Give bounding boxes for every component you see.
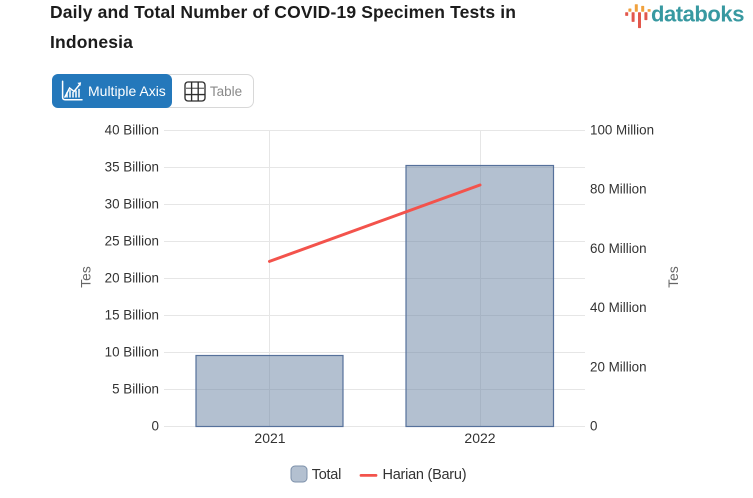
svg-text:35 Billion: 35 Billion (105, 160, 159, 175)
svg-text:Total: Total (312, 467, 341, 483)
svg-text:25 Billion: 25 Billion (105, 234, 159, 249)
svg-text:Tes: Tes (666, 266, 681, 288)
svg-text:0: 0 (590, 419, 597, 434)
svg-text:100 Million: 100 Million (590, 123, 654, 138)
svg-text:2022: 2022 (464, 430, 495, 446)
svg-text:Tes: Tes (79, 266, 94, 288)
svg-text:60 Million: 60 Million (590, 241, 647, 256)
svg-text:10 Billion: 10 Billion (105, 345, 159, 360)
svg-text:0: 0 (152, 419, 159, 434)
svg-text:80 Million: 80 Million (590, 182, 647, 197)
svg-text:15 Billion: 15 Billion (105, 308, 159, 323)
svg-text:20 Million: 20 Million (590, 359, 647, 374)
svg-text:5 Billion: 5 Billion (112, 382, 159, 397)
svg-text:20 Billion: 20 Billion (105, 271, 159, 286)
svg-text:2021: 2021 (254, 430, 285, 446)
svg-text:30 Billion: 30 Billion (105, 197, 159, 212)
svg-text:databoks: databoks (651, 1, 744, 26)
svg-text:Harian (Baru): Harian (Baru) (383, 467, 467, 483)
svg-text:40 Billion: 40 Billion (105, 123, 159, 138)
svg-text:40 Million: 40 Million (590, 300, 647, 315)
